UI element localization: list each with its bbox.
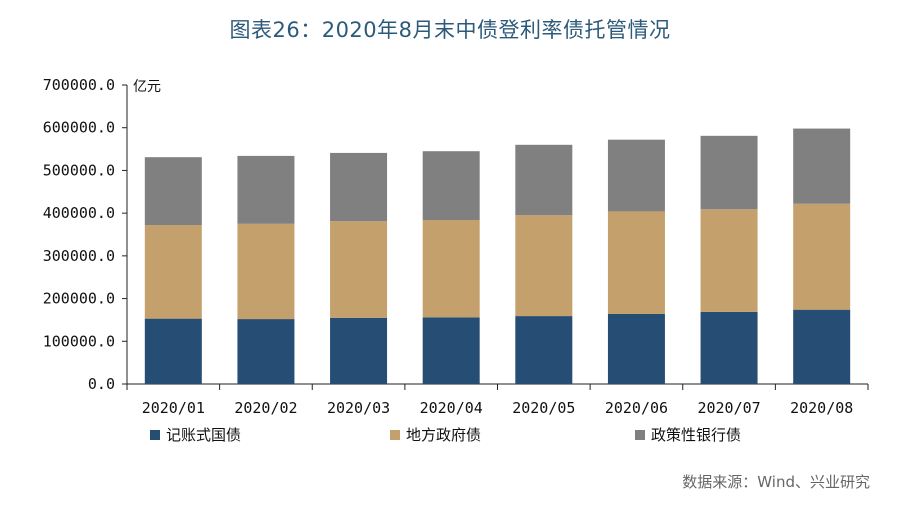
bar-segment bbox=[515, 316, 573, 384]
bar-segment bbox=[607, 211, 665, 314]
x-tick-label: 2020/06 bbox=[605, 399, 668, 417]
bar-segment bbox=[515, 215, 573, 317]
bar-segment bbox=[700, 209, 758, 312]
x-tick-label: 2020/01 bbox=[142, 399, 205, 417]
bar-segment bbox=[237, 319, 295, 384]
legend-label: 政策性银行债 bbox=[651, 426, 742, 444]
bar-segment bbox=[422, 151, 480, 220]
source-note: 数据来源：Wind、兴业研究 bbox=[682, 473, 870, 491]
bar-segment bbox=[330, 221, 388, 318]
bar-segment bbox=[793, 309, 851, 384]
bar-segment bbox=[144, 225, 202, 319]
legend-label: 记账式国债 bbox=[166, 426, 242, 444]
legend-item: 记账式国债 bbox=[150, 424, 241, 445]
bar-segment bbox=[607, 139, 665, 212]
y-tick-label: 0.0 bbox=[88, 375, 115, 393]
x-tick-label: 2020/08 bbox=[790, 399, 853, 417]
bar-segment bbox=[330, 317, 388, 384]
bar-segment bbox=[422, 317, 480, 384]
legend-swatch-icon bbox=[390, 429, 400, 440]
legend-label: 地方政府债 bbox=[406, 426, 482, 444]
x-tick-label: 2020/07 bbox=[697, 399, 760, 417]
bar-segment bbox=[515, 144, 573, 216]
x-tick-label: 2020/02 bbox=[234, 399, 297, 417]
x-axis: 2020/01 2020/02 2020/03 2020/04 2020/05 2020/… bbox=[126, 383, 869, 417]
bar-segment bbox=[607, 313, 665, 384]
legend-swatch-icon bbox=[150, 429, 160, 440]
x-tick-label: 2020/03 bbox=[327, 399, 390, 417]
y-tick-label: 500000.0 bbox=[43, 161, 115, 179]
bar-segment bbox=[793, 128, 851, 204]
bar-segment bbox=[237, 223, 295, 320]
legend-swatch-icon bbox=[635, 429, 645, 440]
bar-segment bbox=[793, 203, 851, 310]
y-tick-label: 100000.0 bbox=[43, 332, 115, 350]
y-tick-label: 200000.0 bbox=[43, 290, 115, 308]
legend-item: 地方政府债 bbox=[390, 424, 481, 445]
bar-segment bbox=[144, 318, 202, 384]
bar-segment bbox=[144, 157, 202, 226]
chart-title: 图表26：2020年8月末中债登利率债托管情况 bbox=[229, 18, 671, 42]
legend-item: 政策性银行债 bbox=[635, 424, 741, 445]
bar-segment bbox=[330, 152, 388, 222]
y-tick-label: 700000.0 bbox=[43, 76, 115, 94]
legend: 记账式国债 地方政府债 政策性银行债 bbox=[140, 424, 840, 446]
y-axis: 700000.0 600000.0 500000.0 400000.0 300000.0… bbox=[43, 76, 128, 393]
x-tick-label: 2020/05 bbox=[512, 399, 575, 417]
y-axis-unit-label: 亿元 bbox=[133, 79, 161, 95]
bar-segment bbox=[700, 135, 758, 210]
bar-segment bbox=[700, 311, 758, 384]
bar-segment bbox=[422, 219, 480, 318]
bars bbox=[144, 128, 851, 384]
y-tick-label: 600000.0 bbox=[43, 119, 115, 137]
y-tick-label: 400000.0 bbox=[43, 204, 115, 222]
y-tick-label: 300000.0 bbox=[43, 247, 115, 265]
bar-segment bbox=[237, 155, 295, 224]
x-tick-label: 2020/04 bbox=[420, 399, 483, 417]
